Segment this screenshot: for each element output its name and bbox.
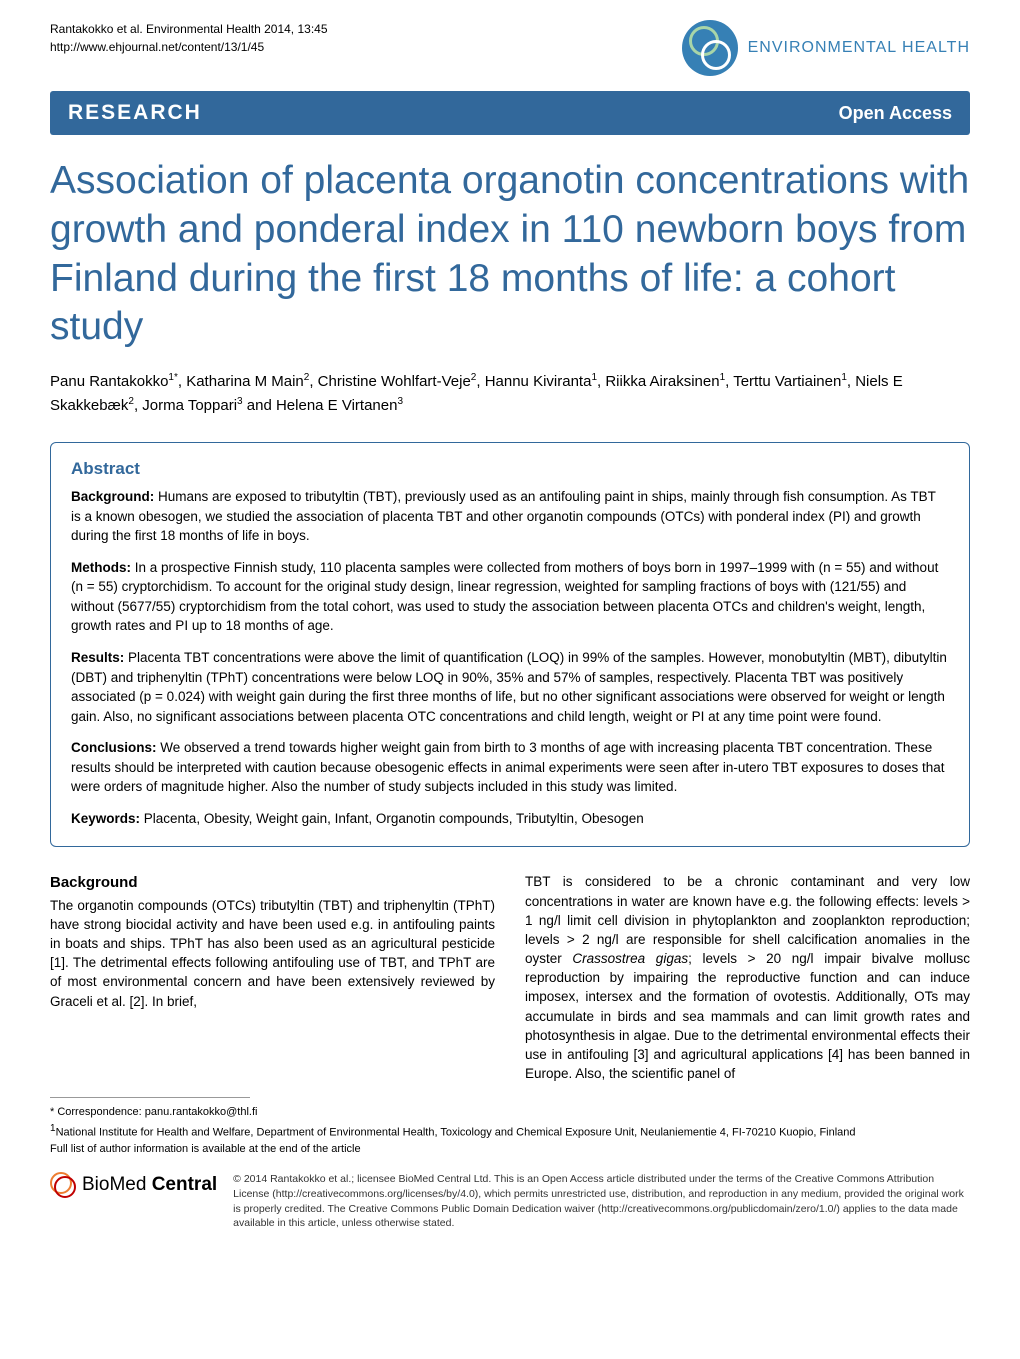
column-left: Background The organotin compounds (OTCs… (50, 872, 495, 1083)
results-label: Results: (71, 650, 124, 665)
journal-badge: ENVIRONMENTAL HEALTH (682, 20, 970, 76)
journal-logo-icon (682, 20, 738, 76)
conclusions-label: Conclusions: (71, 740, 157, 755)
column-right: TBT is considered to be a chronic contam… (525, 872, 970, 1083)
page-header: Rantakokko et al. Environmental Health 2… (0, 0, 1020, 91)
abstract-box: Abstract Background: Humans are exposed … (50, 442, 970, 847)
biomed-central-logo: BioMed Central (50, 1172, 217, 1198)
body-columns: Background The organotin compounds (OTCs… (0, 872, 1020, 1083)
abstract-heading: Abstract (71, 459, 949, 479)
abstract-background: Background: Humans are exposed to tribut… (71, 487, 949, 546)
conclusions-text: We observed a trend towards higher weigh… (71, 740, 945, 794)
methods-text: In a prospective Finnish study, 110 plac… (71, 560, 938, 634)
correspondence-email: * Correspondence: panu.rantakokko@thl.fi (50, 1104, 970, 1121)
license-text: © 2014 Rantakokko et al.; licensee BioMe… (233, 1172, 970, 1231)
abstract-conclusions: Conclusions: We observed a trend towards… (71, 738, 949, 797)
col1-text: The organotin compounds (OTCs) tributylt… (50, 896, 495, 1011)
author-list: Panu Rantakokko1*, Katharina M Main2, Ch… (0, 370, 1020, 442)
abstract-results: Results: Placenta TBT concentrations wer… (71, 648, 949, 726)
journal-name: ENVIRONMENTAL HEALTH (748, 39, 970, 57)
correspondence-block: * Correspondence: panu.rantakokko@thl.fi… (0, 1098, 1020, 1157)
citation-url: http://www.ehjournal.net/content/13/1/45 (50, 38, 328, 56)
background-text: Humans are exposed to tributyltin (TBT),… (71, 489, 936, 543)
background-label: Background: (71, 489, 154, 504)
correspondence-affiliation: 1National Institute for Health and Welfa… (50, 1121, 970, 1141)
citation-line: Rantakokko et al. Environmental Health 2… (50, 20, 328, 38)
research-label: RESEARCH (68, 101, 202, 125)
abstract-methods: Methods: In a prospective Finnish study,… (71, 558, 949, 636)
article-title: Association of placenta organotin concen… (0, 135, 1020, 370)
methods-label: Methods: (71, 560, 131, 575)
biomed-central-icon (50, 1172, 76, 1198)
research-bar: RESEARCH Open Access (50, 91, 970, 135)
correspondence-note: Full list of author information is avail… (50, 1141, 970, 1158)
publisher-footer: BioMed Central © 2014 Rantakokko et al.;… (0, 1157, 1020, 1251)
results-text: Placenta TBT concentrations were above t… (71, 650, 947, 724)
open-access-label: Open Access (839, 103, 952, 124)
biomed-central-text: BioMed Central (82, 1174, 217, 1196)
abstract-keywords: Keywords: Placenta, Obesity, Weight gain… (71, 809, 949, 829)
citation-block: Rantakokko et al. Environmental Health 2… (50, 20, 328, 56)
background-heading: Background (50, 872, 495, 893)
keywords-label: Keywords: (71, 811, 140, 826)
col2-text: TBT is considered to be a chronic contam… (525, 872, 970, 1083)
keywords-text: Placenta, Obesity, Weight gain, Infant, … (140, 811, 644, 826)
